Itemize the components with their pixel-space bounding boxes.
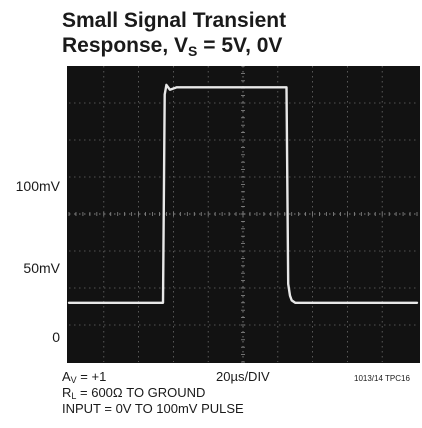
ytick-label-0: 0 (52, 329, 60, 345)
gain-label: AV = +1 (62, 369, 107, 385)
oscilloscope-screen (67, 66, 420, 363)
ytick-label-100mv: 100mV (15, 178, 60, 194)
time-div-label: 20µs/DIV (216, 369, 270, 384)
load-label: RL = 600Ω TO GROUND (62, 385, 206, 401)
chart-title: Small Signal Transient Response, VS = 5V… (62, 8, 402, 58)
title-subscript: S (188, 43, 198, 59)
title-line-1: Small Signal Transient (62, 9, 287, 32)
ytick-label-50mv: 50mV (23, 260, 60, 276)
trace-series-0 (67, 83, 419, 305)
input-label: INPUT = 0V TO 100mV PULSE (62, 401, 244, 416)
scope-plot (67, 66, 419, 363)
figure-id: 1013/14 TPC16 (354, 374, 410, 383)
title-line-2: Response, VS = 5V, 0V (62, 34, 283, 59)
